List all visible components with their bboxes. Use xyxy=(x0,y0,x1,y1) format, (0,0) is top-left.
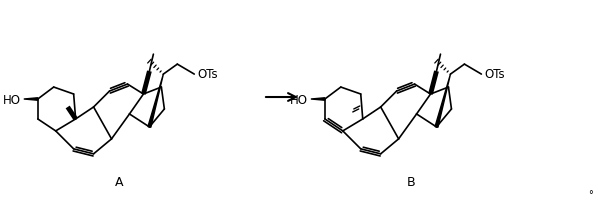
Text: A: A xyxy=(115,175,124,188)
Polygon shape xyxy=(311,98,325,101)
Text: °: ° xyxy=(588,189,593,199)
Polygon shape xyxy=(435,75,450,128)
Text: HO: HO xyxy=(290,93,308,106)
Text: B: B xyxy=(406,175,415,188)
Polygon shape xyxy=(24,98,38,101)
Polygon shape xyxy=(148,75,163,128)
Text: HO: HO xyxy=(3,93,21,106)
Text: OTs: OTs xyxy=(484,67,505,80)
Text: OTs: OTs xyxy=(197,67,218,80)
